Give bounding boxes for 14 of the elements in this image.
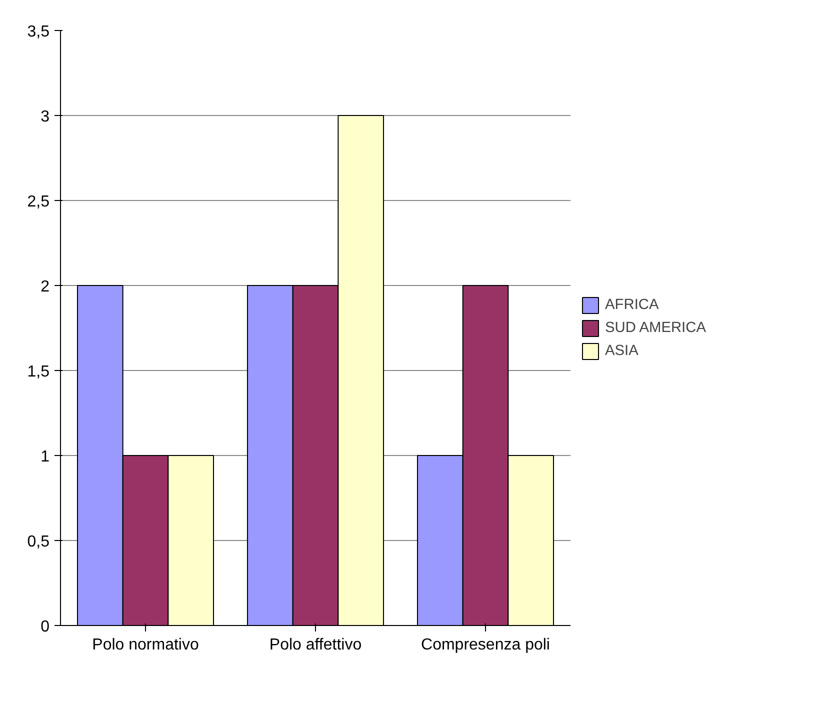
x-tick-label: Polo affettivo (269, 636, 362, 654)
legend-label: ASIA (605, 342, 638, 358)
y-tick-label: 3,5 (27, 24, 50, 40)
x-tick-label: Compresenza poli (421, 636, 550, 654)
y-tick-label: 1 (40, 448, 50, 466)
y-tick-label: 0,5 (27, 534, 50, 550)
y-tick-label: 2,5 (27, 194, 50, 210)
legend-label: SUD AMERICA (605, 320, 706, 336)
x-tick-label: Polo normativo (92, 636, 199, 654)
legend-label: AFRICA (605, 296, 659, 312)
y-tick-label: 2 (40, 278, 50, 296)
y-tick-label: 3 (40, 108, 50, 126)
y-tick-label: 1,5 (27, 364, 50, 380)
y-tick-label: 0 (40, 618, 50, 636)
